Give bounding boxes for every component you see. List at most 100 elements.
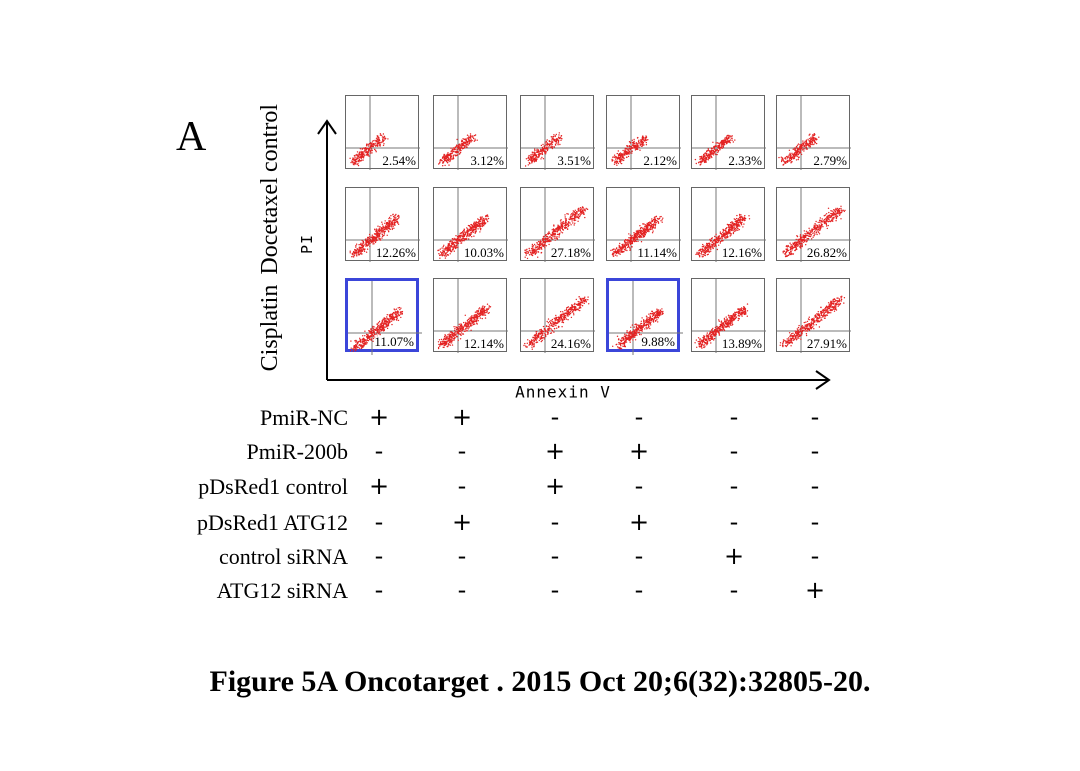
scatter-dot — [353, 256, 355, 258]
scatter-dot — [815, 229, 817, 231]
scatter-dot — [384, 230, 386, 233]
scatter-dot — [704, 248, 707, 251]
scatter-dot — [713, 152, 716, 154]
scatter-dot — [717, 240, 719, 242]
scatter-dot — [795, 148, 797, 150]
scatter-dot — [526, 257, 529, 260]
scatter-dot — [458, 323, 460, 325]
scatter-dot — [537, 240, 540, 243]
scatter-dot — [369, 332, 372, 334]
scatter-dot — [615, 162, 617, 165]
scatter-dot — [631, 141, 634, 144]
scatter-dot — [377, 322, 380, 324]
scatter-dot — [791, 152, 793, 154]
scatter-dot — [542, 143, 544, 146]
scatter-dot — [713, 242, 715, 245]
scatter-dot — [449, 344, 451, 346]
scatter-dot — [639, 143, 641, 145]
scatter-dot — [461, 330, 463, 332]
scatter-dot — [790, 157, 792, 160]
scatter-dot — [562, 223, 564, 225]
scatter-dot — [720, 143, 723, 145]
scatter-dot — [377, 326, 379, 329]
scatter-dot — [366, 245, 368, 247]
scatter-dot — [796, 151, 798, 154]
scatter-dot — [633, 143, 636, 145]
scatter-dot — [391, 323, 393, 326]
scatter-dot — [646, 222, 648, 225]
scatter-dot — [467, 328, 469, 330]
scatter-dot — [614, 254, 617, 256]
scatter-dot — [803, 235, 805, 238]
scatter-dot — [617, 154, 620, 157]
scatter-dot — [703, 245, 705, 247]
scatter-dot — [390, 314, 393, 316]
scatter-dot — [820, 223, 822, 225]
scatter-dot — [543, 150, 546, 153]
scatter-dot — [468, 228, 471, 231]
scatter-dot — [378, 140, 380, 142]
scatter-dot — [349, 250, 351, 252]
scatter-dot — [353, 251, 355, 253]
scatter-dot — [438, 162, 441, 164]
scatter-dot — [811, 135, 814, 137]
scatter-dot — [462, 333, 464, 335]
scatter-dot — [466, 319, 469, 322]
scatter-dot — [391, 227, 394, 229]
scatter-dot — [621, 244, 624, 247]
scatter-dot — [654, 226, 656, 229]
scatter-dot — [369, 238, 371, 241]
scatter-dot — [789, 242, 791, 244]
scatter-dot — [787, 157, 789, 159]
scatter-dot — [553, 146, 556, 148]
scatter-dot — [380, 134, 383, 136]
scatter-dot — [619, 155, 621, 157]
scatter-dot — [386, 314, 388, 316]
scatter-dot — [638, 231, 640, 233]
scatter-dot — [628, 239, 630, 242]
scatter-dot — [375, 239, 378, 241]
scatter-dot — [624, 246, 627, 248]
scatter-dot — [353, 163, 355, 165]
scatter-dot — [844, 209, 846, 212]
scatter-dot — [443, 244, 445, 246]
scatter-dot — [371, 149, 373, 152]
scatter-dot — [551, 145, 553, 147]
scatter-dot — [823, 222, 826, 224]
scatter-dot — [579, 214, 581, 217]
scatter-dot — [476, 319, 478, 321]
scatter-dot — [730, 233, 732, 235]
scatter-dot — [400, 311, 402, 313]
scatter-dot — [722, 240, 724, 242]
scatter-dot — [699, 158, 702, 160]
scatter-dot — [397, 307, 399, 309]
scatter-dot — [479, 317, 482, 319]
scatter-dot — [581, 206, 584, 208]
scatter-dot — [379, 325, 381, 327]
scatter-dot — [645, 226, 647, 229]
scatter-dot — [367, 145, 370, 147]
scatter-dot — [801, 236, 803, 238]
scatter-dot — [622, 155, 624, 157]
scatter-dot — [809, 145, 811, 147]
scatter-dot — [799, 235, 801, 237]
scatter-dot — [828, 218, 830, 220]
scatter-dot — [449, 247, 451, 249]
scatter-dot — [466, 146, 468, 148]
scatter-dot — [392, 319, 394, 321]
scatter-dot — [384, 137, 386, 140]
scatter-dot — [398, 314, 401, 317]
scatter-dot — [372, 241, 374, 243]
scatter-dot — [533, 151, 535, 153]
scatter-dot — [454, 328, 456, 330]
scatter-dot — [483, 225, 485, 227]
scatter-dot — [448, 343, 450, 346]
scatter-dot — [444, 338, 447, 341]
scatter-dot — [445, 255, 447, 257]
scatter-dot — [539, 242, 541, 244]
scatter-dot — [450, 338, 452, 340]
scatter-dot — [780, 156, 782, 158]
scatter-dot — [637, 234, 639, 236]
scatter-dot — [475, 222, 477, 224]
scatter-dot — [455, 144, 458, 146]
